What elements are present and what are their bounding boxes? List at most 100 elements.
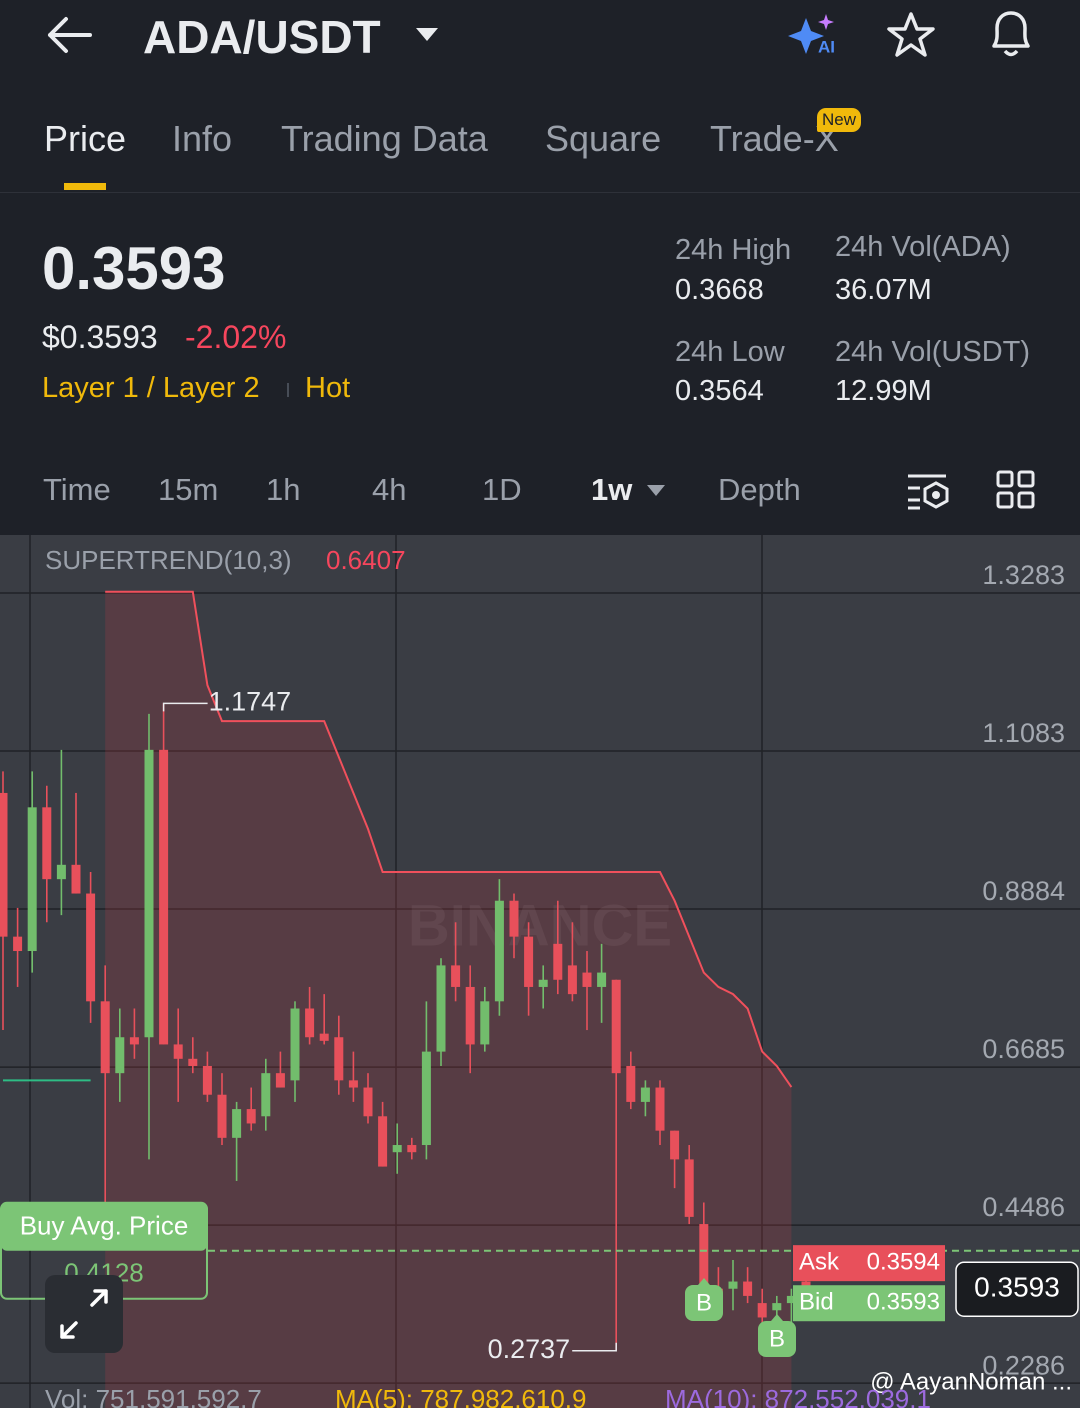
tab[interactable]: Info (172, 118, 233, 159)
ma5-label: MA(5): 787,982,610.9 (335, 1384, 587, 1408)
ai-icon[interactable]: AI (786, 12, 842, 58)
alert-icon[interactable] (986, 8, 1036, 60)
candle-body (538, 979, 548, 987)
candle-body (757, 1303, 767, 1318)
y-tick-label: 0.2286 (982, 1350, 1065, 1380)
buy-avg-label: Buy Avg. Price (20, 1211, 189, 1241)
buy-signal-label: B (769, 1325, 785, 1352)
candle-body (144, 749, 154, 1038)
favorite-icon[interactable] (886, 11, 936, 59)
candle-body (159, 749, 169, 1045)
tab[interactable]: Trading Data (281, 118, 488, 159)
candle-body (202, 1065, 212, 1095)
candle-body (465, 986, 475, 1045)
interval[interactable]: Time (43, 472, 111, 507)
divider (0, 192, 1080, 193)
candle-body (86, 893, 96, 1002)
candle-body (451, 965, 461, 987)
pair-title[interactable]: ADA/USDT (143, 11, 381, 63)
last-price-label: 0.3593 (974, 1272, 1060, 1303)
candle-body (305, 1008, 315, 1038)
y-tick-label: 0.6685 (982, 1034, 1065, 1064)
candle-body (567, 965, 577, 995)
pair-caret[interactable] (414, 26, 440, 44)
stat-value: 36.07M (835, 274, 932, 306)
supertrend-line (105, 590, 793, 1088)
candle-body (173, 1044, 183, 1059)
candle-body (217, 1094, 227, 1138)
candle-body (319, 1033, 329, 1041)
ask-value: 0.3594 (867, 1249, 940, 1276)
interval[interactable]: 1w (591, 472, 633, 507)
stat-value: 0.3564 (675, 375, 764, 407)
candle-body (275, 1073, 285, 1088)
y-tick-label: 1.3283 (982, 560, 1065, 590)
interval[interactable]: 1h (266, 472, 301, 507)
volume-label: Vol: 751,591,592.7 (45, 1384, 262, 1408)
stat-value: 12.99M (835, 375, 932, 407)
candle-body (246, 1109, 256, 1124)
buy-signal[interactable]: B (758, 1314, 796, 1357)
bid-box (793, 1285, 945, 1322)
fullscreen-button[interactable] (45, 1275, 123, 1353)
candlestick-chart: BINANCE 1.3283 1.1083 0.8884 0.6685 0.4486 0.… (0, 535, 1080, 1408)
candle-body (392, 1145, 402, 1153)
stat-label: 24h Vol(USDT) (835, 336, 1031, 368)
stat-label: 24h High (675, 234, 792, 266)
candle-body (655, 1087, 665, 1131)
candle-body (611, 979, 621, 1074)
exchange-watermark: BINANCE (408, 893, 672, 958)
ma10-label: MA(10): 872,552,039.1 (665, 1384, 931, 1408)
candle-body (553, 943, 563, 980)
indicator-value: 0.6407 (326, 545, 406, 575)
interval[interactable]: Depth (718, 472, 801, 507)
supertrend-area (105, 591, 792, 1408)
layout-icon[interactable] (996, 470, 1036, 510)
candle-body (509, 900, 519, 937)
last-price-tag (955, 1261, 1079, 1317)
buy-avg-header (1, 1202, 207, 1251)
y-tick-label: 1.1083 (982, 718, 1065, 748)
candle-body (363, 1087, 373, 1117)
candle-body (115, 1037, 125, 1074)
interval-caret[interactable] (646, 484, 666, 498)
interval[interactable]: 1D (482, 472, 522, 507)
candle-body (188, 1058, 198, 1066)
candle-body (640, 1087, 650, 1102)
bid-value: 0.3593 (867, 1289, 940, 1316)
candle-body (56, 864, 66, 880)
new-badge: New (817, 108, 862, 132)
candle-body (334, 1037, 344, 1081)
tab[interactable]: Price (44, 118, 127, 159)
tab[interactable]: Square (545, 118, 662, 159)
candle-body (261, 1073, 271, 1117)
indicator-settings-icon[interactable] (906, 470, 952, 512)
candle-body (684, 1159, 694, 1217)
bid-label: Bid (799, 1289, 834, 1316)
candle-body (699, 1224, 709, 1289)
y-tick-label: 0.4486 (982, 1192, 1065, 1222)
candle-body (348, 1080, 358, 1088)
candle-body (436, 965, 446, 1052)
buy-signal[interactable]: B (685, 1278, 723, 1321)
high-label: 1.1747 (209, 686, 292, 716)
candle-body (626, 1065, 636, 1102)
interval[interactable]: 15m (158, 472, 219, 507)
stat-label: 24h Vol(ADA) (835, 231, 1011, 263)
back-button[interactable] (44, 14, 94, 56)
ask-box (793, 1245, 945, 1282)
stat-label: 24h Low (675, 336, 785, 368)
candle-body (786, 1295, 796, 1304)
candle-body (13, 936, 23, 952)
tag-separator (287, 383, 289, 397)
tag[interactable]: Layer 1 / Layer 2 (42, 372, 260, 404)
interval[interactable]: 4h (372, 472, 407, 507)
tag[interactable]: Hot (305, 372, 351, 404)
y-tick-label: 0.8884 (982, 876, 1065, 906)
indicator-label: SUPERTREND(10,3) (45, 545, 292, 575)
candle-body (743, 1281, 753, 1296)
candle-body (290, 1008, 300, 1081)
candle-body (71, 864, 81, 894)
candle-body (0, 792, 8, 937)
